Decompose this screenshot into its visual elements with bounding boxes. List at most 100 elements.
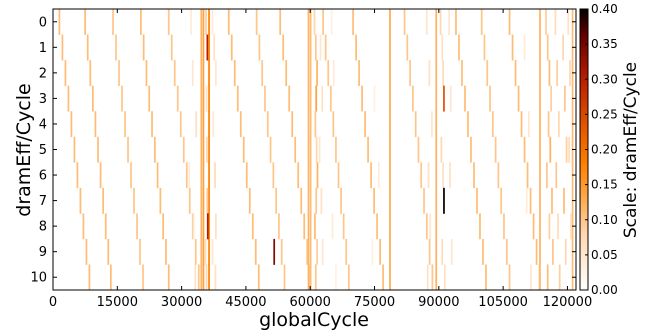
colorbar-title: Scale: dramEff/Cycle — [621, 62, 641, 238]
streak-cell — [342, 213, 345, 240]
streak-cell — [297, 162, 300, 189]
streak-cell — [70, 111, 73, 138]
streak-cell — [367, 136, 369, 163]
band-cell — [200, 85, 203, 112]
heatmap-cell — [443, 187, 445, 214]
band-cell — [435, 238, 438, 265]
band-cell — [208, 9, 210, 35]
y-tick-label: 6 — [39, 169, 47, 184]
streak-cell — [67, 85, 70, 112]
heatmap-cell — [441, 238, 444, 265]
streak-cell — [526, 162, 529, 189]
band-cell — [435, 85, 438, 112]
streak-cell — [508, 9, 511, 35]
streak-cell — [258, 34, 261, 61]
streak-cell — [324, 34, 327, 61]
streak-cell — [486, 60, 489, 87]
band-cell — [208, 213, 210, 240]
streak-cell — [148, 85, 151, 112]
band-cell — [200, 136, 203, 163]
streak-cell — [130, 162, 132, 189]
heatmap-cell — [525, 187, 528, 214]
streak-cell — [461, 60, 463, 87]
streak-cell — [82, 213, 85, 240]
band-cell — [200, 187, 203, 214]
band-cell — [202, 111, 205, 138]
streak-cell — [73, 136, 76, 163]
streak-cell — [361, 85, 363, 112]
band-cell — [539, 238, 541, 265]
streak-cell — [345, 238, 348, 265]
streak-cell — [417, 136, 420, 163]
band-cell — [539, 34, 541, 61]
streak-cell — [104, 213, 107, 240]
heatmap-cell — [206, 136, 208, 163]
streak-cell — [86, 34, 89, 61]
streak-cell — [151, 111, 153, 138]
heatmap-cell — [551, 187, 553, 214]
heatmap-cell — [527, 111, 530, 138]
heatmap-cell — [194, 264, 197, 291]
heatmap-cell — [320, 187, 323, 214]
streak-cell — [162, 213, 165, 240]
streak-cell — [467, 111, 469, 138]
x-tick-label: 120000 — [543, 295, 593, 310]
band-cell — [208, 111, 210, 138]
y-tick-label: 3 — [39, 92, 47, 107]
streak-cell — [89, 60, 92, 87]
band-cell — [539, 9, 541, 35]
streak-cell — [97, 136, 99, 163]
heatmap-cell — [523, 34, 526, 61]
streak-cell — [428, 238, 431, 265]
heatmap-cell — [563, 85, 566, 112]
x-tick-label: 0 — [49, 295, 57, 310]
band-cell — [202, 9, 205, 35]
streak-cell — [167, 9, 170, 35]
band-cell — [309, 187, 312, 214]
heatmap-cell — [373, 85, 376, 112]
streak-cell — [94, 111, 97, 138]
x-axis: 0 15000 30000 45000 60000 75000 90000 105000 120… — [49, 9, 592, 310]
heatmap-cell — [426, 264, 429, 291]
band-cell — [200, 213, 203, 240]
heatmap-cell — [449, 162, 451, 189]
heatmap-cell — [318, 136, 321, 163]
band-cell — [208, 34, 210, 61]
streak-cell — [248, 187, 251, 214]
y-tick-label: 0 — [39, 15, 47, 30]
x-tick-label: 105000 — [478, 295, 528, 310]
streak-cell — [464, 85, 466, 112]
band-cell — [539, 162, 541, 189]
streak-cell — [497, 162, 500, 189]
streak-cell — [245, 162, 248, 189]
heatmap-cell — [564, 238, 567, 265]
y-axis-title: dramEff/Cycle — [13, 83, 35, 216]
streak-cell — [458, 34, 460, 61]
heatmap-cell — [191, 60, 194, 87]
band-cell — [389, 111, 391, 138]
streak-cell — [115, 34, 117, 61]
band-cell — [435, 60, 438, 87]
band-cell — [539, 85, 541, 112]
band-cell — [202, 85, 205, 112]
streak-cell — [303, 213, 306, 240]
heatmap-cell — [212, 111, 215, 138]
streak-cell — [261, 60, 264, 87]
band-cell — [307, 136, 310, 163]
streak-cell — [176, 85, 179, 112]
streak-cell — [370, 162, 372, 189]
y-tick-label: 5 — [39, 143, 47, 158]
y-tick-label: 1 — [39, 41, 47, 56]
band-cell — [202, 238, 205, 265]
streak-cell — [309, 264, 312, 291]
band-cell — [389, 136, 391, 163]
streak-cell — [185, 162, 188, 189]
heatmap-cell — [314, 111, 317, 138]
heatmap-cell — [321, 85, 324, 112]
heatmap-cell — [569, 213, 572, 240]
band-cell — [389, 9, 391, 35]
heatmap-cell — [205, 264, 208, 291]
heatmap-cell — [330, 9, 333, 35]
streak-cell — [337, 162, 340, 189]
streak-cell — [107, 238, 110, 265]
